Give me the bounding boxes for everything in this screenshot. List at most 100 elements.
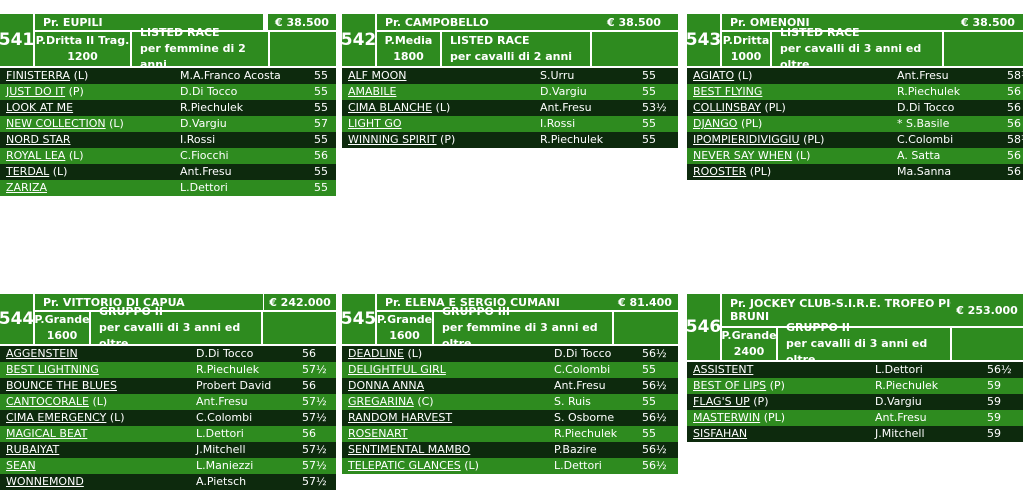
runner-horse[interactable]: DEADLINE (L)	[348, 346, 422, 362]
horse-name-link[interactable]: DONNA ANNA	[348, 379, 425, 392]
horse-name-link[interactable]: DELIGHTFUL GIRL	[348, 363, 446, 376]
horse-name-link[interactable]: NEW COLLECTION	[6, 117, 106, 130]
horse-name-link[interactable]: TELEPATIC GLANCES	[348, 459, 461, 472]
horse-name-link[interactable]: BEST FLYING	[693, 85, 763, 98]
horse-name-link[interactable]: IPOMPIERIDIVIGGIU	[693, 133, 800, 146]
horse-name-link[interactable]: GREGARINA	[348, 395, 414, 408]
horse-name-link[interactable]: DEADLINE	[348, 347, 404, 360]
horse-name-link[interactable]: ZARIZA	[6, 181, 48, 194]
runner-horse[interactable]: ALF MOON	[348, 68, 407, 84]
runner-horse[interactable]: JUST DO IT (P)	[6, 84, 84, 100]
runner-horse[interactable]: MAGICAL BEAT	[6, 426, 87, 442]
runner-weight: 55	[642, 395, 656, 408]
horse-name-link[interactable]: ROOSTER	[693, 165, 747, 178]
runner-horse[interactable]: NEW COLLECTION (L)	[6, 116, 124, 132]
runner-horse[interactable]: ZARIZA	[6, 180, 47, 196]
runner-horse[interactable]: TERDAL (L)	[6, 164, 67, 180]
horse-name-link[interactable]: ASSISTENT	[693, 363, 754, 376]
runner-horse[interactable]: BOUNCE THE BLUES	[6, 378, 117, 394]
runner-horse[interactable]: AMABILE	[348, 84, 396, 100]
runner-horse[interactable]: TELEPATIC GLANCES (L)	[348, 458, 479, 474]
horse-name-link[interactable]: MASTERWIN	[693, 411, 761, 424]
runner-horse[interactable]: SENTIMENTAL MAMBO	[348, 442, 470, 458]
runner-horse[interactable]: CIMA BLANCHE (L)	[348, 100, 450, 116]
runner-horse[interactable]: DJANGO (PL)	[693, 116, 762, 132]
horse-name-link[interactable]: ROYAL LEA	[6, 149, 66, 162]
horse-name-link[interactable]: CANTOCORALE	[6, 395, 89, 408]
horse-name-link[interactable]: CIMA BLANCHE	[348, 101, 433, 114]
runner-horse[interactable]: NORD STAR	[6, 132, 71, 148]
runner-horse[interactable]: DONNA ANNA	[348, 378, 424, 394]
horse-name-link[interactable]: AMABILE	[348, 85, 397, 98]
runner-row: SENTIMENTAL MAMBO P.Bazire 56½	[342, 442, 678, 458]
horse-name-link[interactable]: ALF MOON	[348, 69, 407, 82]
horse-name-link[interactable]: LIGHT GO	[348, 117, 402, 130]
horse-name-link[interactable]: FINISTERRA	[6, 69, 71, 82]
horse-name-link[interactable]: NORD STAR	[6, 133, 71, 146]
runner-weight: 55	[642, 427, 656, 440]
runner-weight: 56½	[987, 363, 1012, 376]
horse-name-link[interactable]: DJANGO	[693, 117, 738, 130]
runner-horse[interactable]: MASTERWIN (PL)	[693, 410, 785, 426]
runner-horse[interactable]: WONNEMOND	[6, 474, 84, 490]
horse-name-link[interactable]: LOOK AT ME	[6, 101, 74, 114]
horse-name-link[interactable]: WINNING SPIRIT	[348, 133, 437, 146]
horse-suffix: (L)	[73, 69, 89, 82]
race-card: 545 Pr. ELENA E SERGIO CUMANI € 81.400 P.Gr…	[341, 294, 678, 474]
runner-horse[interactable]: CANTOCORALE (L)	[6, 394, 107, 410]
horse-name-link[interactable]: BEST OF LIPS	[693, 379, 767, 392]
horse-name-link[interactable]: AGGENSTEIN	[6, 347, 78, 360]
race-number: 544	[0, 294, 34, 344]
runner-horse[interactable]: LIGHT GO	[348, 116, 402, 132]
horse-name-link[interactable]: RUBAIYAT	[6, 443, 60, 456]
horse-name-link[interactable]: SENTIMENTAL MAMBO	[348, 443, 471, 456]
runner-horse[interactable]: ASSISTENT	[693, 362, 753, 378]
runner-horse[interactable]: GREGARINA (C)	[348, 394, 434, 410]
runner-jockey: A.Pietsch	[196, 475, 247, 488]
horse-name-link[interactable]: NEVER SAY WHEN	[693, 149, 793, 162]
horse-name-link[interactable]: FLAG'S UP	[693, 395, 750, 408]
runner-jockey: J.Mitchell	[875, 427, 925, 440]
runner-weight: 55	[642, 133, 656, 146]
horse-name-link[interactable]: TERDAL	[6, 165, 50, 178]
runner-horse[interactable]: DELIGHTFUL GIRL	[348, 362, 446, 378]
runner-horse[interactable]: IPOMPIERIDIVIGGIU (PL)	[693, 132, 824, 148]
runner-horse[interactable]: RUBAIYAT	[6, 442, 59, 458]
runner-horse[interactable]: AGGENSTEIN	[6, 346, 78, 362]
runner-jockey: C.Colombi	[554, 363, 611, 376]
runner-horse[interactable]: CIMA EMERGENCY (L)	[6, 410, 125, 426]
horse-name-link[interactable]: CIMA EMERGENCY	[6, 411, 107, 424]
horse-name-link[interactable]: MAGICAL BEAT	[6, 427, 88, 440]
runner-horse[interactable]: RANDOM HARVEST	[348, 410, 452, 426]
horse-name-link[interactable]: SEAN	[6, 459, 36, 472]
runner-horse[interactable]: WINNING SPIRIT (P)	[348, 132, 455, 148]
runner-horse[interactable]: LOOK AT ME	[6, 100, 73, 116]
horse-name-link[interactable]: RANDOM HARVEST	[348, 411, 453, 424]
race-conditions-box: LISTED RACE per cavalli di 3 anni ed oltr…	[772, 26, 942, 71]
runner-horse[interactable]: BEST LIGHTNING	[6, 362, 99, 378]
horse-name-link[interactable]: BEST LIGHTNING	[6, 363, 99, 376]
runner-horse[interactable]: FINISTERRA (L)	[6, 68, 88, 84]
runner-jockey: M.A.Franco Acosta	[180, 69, 281, 82]
runner-horse[interactable]: SEAN	[6, 458, 36, 474]
horse-name-link[interactable]: SISFAHAN	[693, 427, 748, 440]
runner-horse[interactable]: AGIATO (L)	[693, 68, 752, 84]
header-blank-cell	[592, 32, 678, 66]
runner-horse[interactable]: BEST OF LIPS (P)	[693, 378, 785, 394]
horse-name-link[interactable]: WONNEMOND	[6, 475, 84, 488]
runner-horse[interactable]: NEVER SAY WHEN (L)	[693, 148, 810, 164]
horse-name-link[interactable]: BOUNCE THE BLUES	[6, 379, 117, 392]
horse-name-link[interactable]: JUST DO IT	[6, 85, 66, 98]
race-name: Pr. CAMPOBELLO	[377, 14, 623, 30]
horse-name-link[interactable]: AGIATO	[693, 69, 735, 82]
runner-horse[interactable]: ROYAL LEA (L)	[6, 148, 84, 164]
horse-name-link[interactable]: ROSENART	[348, 427, 408, 440]
runner-horse[interactable]: FLAG'S UP (P)	[693, 394, 768, 410]
horse-name-link[interactable]: COLLINSBAY	[693, 101, 761, 114]
runner-horse[interactable]: ROOSTER (PL)	[693, 164, 771, 180]
runner-horse[interactable]: BEST FLYING	[693, 84, 762, 100]
runner-weight: 58½	[1007, 69, 1024, 82]
runner-horse[interactable]: SISFAHAN	[693, 426, 747, 442]
runner-horse[interactable]: COLLINSBAY (PL)	[693, 100, 786, 116]
runner-horse[interactable]: ROSENART	[348, 426, 408, 442]
